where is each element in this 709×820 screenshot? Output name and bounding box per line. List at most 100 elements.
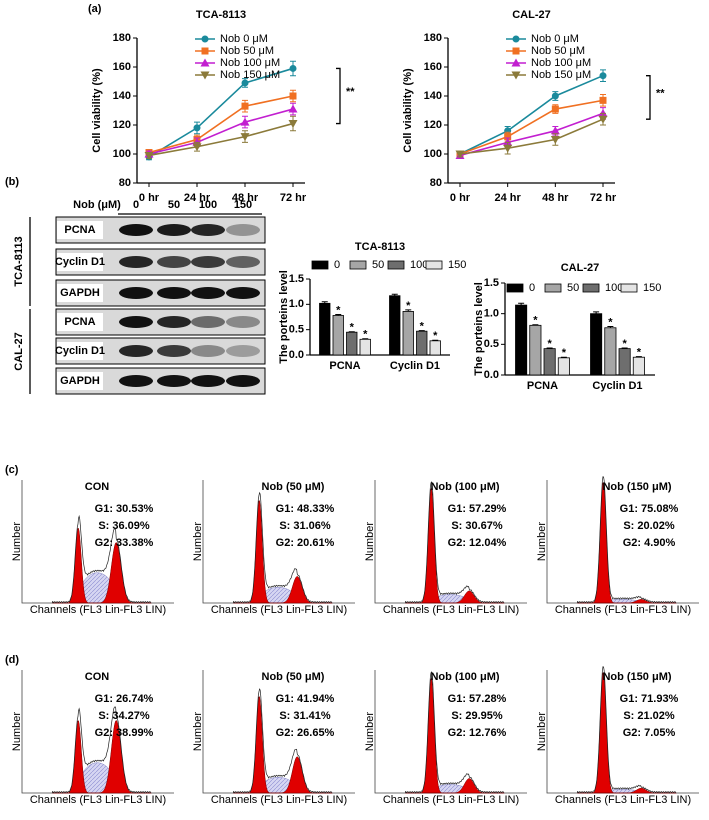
y-tick-label: 0.5 [289, 324, 304, 336]
blot-band [226, 375, 260, 387]
blot-band [191, 375, 225, 387]
blot-band [119, 224, 153, 236]
panel-label: (b) [5, 176, 19, 188]
point [503, 144, 513, 153]
point [240, 133, 250, 142]
legend-label: 150 [448, 259, 466, 271]
x-tick-label: 24 hr [495, 192, 522, 204]
phase-stat: G1: 48.33% [276, 503, 335, 515]
axis-label-y: Number [11, 712, 23, 751]
error-bar [405, 309, 412, 312]
y-tick-label: 160 [113, 61, 131, 73]
point [241, 79, 249, 87]
error-bar [532, 324, 539, 326]
g2-peak [233, 576, 333, 604]
axis-label-y: Number [536, 522, 548, 561]
histogram-outline [52, 514, 152, 604]
series-line [459, 99, 604, 155]
legend-label: Nob 0 μM [531, 33, 579, 45]
y-tick-label: 1.0 [289, 298, 304, 310]
chart-title: CAL-27 [561, 262, 600, 274]
x-tick-label: 0 hr [450, 192, 471, 204]
series-line [148, 95, 294, 154]
point [289, 64, 297, 72]
axis-label-x: Channels (FL3 Lin-FL3 LIN) [211, 604, 347, 616]
legend-marker [201, 47, 209, 55]
legend-swatch [544, 283, 562, 293]
blot-band [191, 224, 225, 236]
histogram-outline [577, 476, 677, 604]
phase-stat: G1: 75.08% [620, 503, 679, 515]
g2-peak [577, 787, 677, 794]
y-tick-label: 100 [113, 148, 131, 160]
bar [346, 331, 358, 356]
significance: * [562, 347, 567, 359]
g2-peak [233, 756, 333, 794]
blot-band [157, 224, 191, 236]
y-tick-label: 120 [424, 119, 442, 131]
bar [543, 348, 556, 376]
s-phase [52, 572, 152, 604]
significance: * [608, 316, 613, 328]
error-bar [432, 339, 439, 341]
point [288, 120, 298, 129]
legend-swatch [349, 260, 367, 270]
phase-stat: G2: 12.04% [448, 537, 507, 549]
y-tick-label: 180 [113, 32, 131, 44]
x-tick-label: 72 hr [590, 192, 617, 204]
panel-title: CON [85, 671, 110, 683]
blot-band [157, 287, 191, 299]
point [240, 117, 250, 126]
legend-marker [200, 58, 210, 67]
error-bar [593, 311, 600, 314]
significance: * [406, 300, 411, 312]
legend-marker [511, 58, 521, 67]
bar [515, 304, 528, 376]
blot-band [226, 316, 260, 328]
blot-band [226, 287, 260, 299]
panel-label: (c) [5, 464, 19, 476]
panel-label: (d) [5, 654, 19, 666]
phase-stat: G1: 71.93% [620, 693, 679, 705]
phase-stat: G1: 30.53% [95, 503, 154, 515]
legend-label: 100 [605, 282, 623, 294]
y-axis-label: The porteins level [278, 270, 290, 364]
blot-band [119, 375, 153, 387]
x-tick-label: 48 hr [232, 192, 259, 204]
histogram-outline [577, 666, 677, 794]
phase-stat: S: 31.41% [279, 710, 331, 722]
panel-title: Nob (50 μM) [262, 481, 325, 493]
blot-row-label: PCNA [64, 224, 95, 236]
legend-label: 0 [334, 259, 340, 271]
blot-band [157, 345, 191, 357]
legend-label: Nob 100 μM [531, 57, 591, 69]
series-line [459, 74, 604, 155]
blot-band [191, 316, 225, 328]
y-tick-label: 100 [424, 148, 442, 160]
x-tick-label: PCNA [527, 380, 558, 392]
legend-swatch [387, 260, 405, 270]
point [193, 124, 201, 132]
error-bar [635, 356, 642, 358]
y-axis-label: Cell viability (%) [402, 68, 414, 153]
axis-label-x: Channels (FL3 Lin-FL3 LIN) [383, 604, 519, 616]
point [551, 105, 559, 113]
phase-stat: S: 20.02% [623, 520, 675, 532]
bar [319, 302, 331, 356]
dose-label: 100 [199, 199, 217, 211]
bar [618, 348, 631, 376]
significance: * [637, 347, 642, 359]
histogram-outline [405, 671, 505, 794]
phase-stat: S: 34.27% [98, 710, 150, 722]
phase-stat: G2: 7.05% [623, 727, 676, 739]
phase-stat: G1: 41.94% [276, 693, 335, 705]
phase-stat: G1: 57.29% [448, 503, 507, 515]
legend-swatch [620, 283, 638, 293]
point [599, 72, 607, 80]
blot-label-bg [57, 253, 103, 271]
bar [416, 330, 428, 356]
phase-stat: G2: 38.99% [95, 727, 154, 739]
blot-band [226, 224, 260, 236]
